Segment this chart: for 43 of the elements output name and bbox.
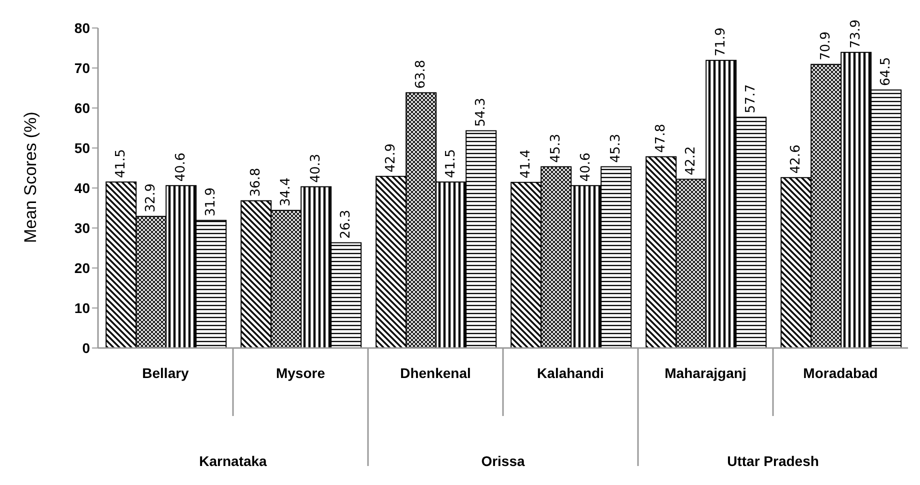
y-tick-label: 10 xyxy=(74,300,90,316)
data-label: 64.5 xyxy=(878,57,894,86)
data-label: 41.4 xyxy=(518,149,534,178)
data-label: 31.9 xyxy=(204,187,219,216)
y-tick-label: 50 xyxy=(74,140,90,156)
data-label: 26.3 xyxy=(338,210,354,239)
y-tick-label: 0 xyxy=(82,340,90,356)
y-tick-label: 20 xyxy=(74,260,90,276)
data-label: 73.9 xyxy=(848,19,864,48)
text: Orissa xyxy=(481,453,526,469)
data-label: 63.8 xyxy=(414,60,429,89)
x-tick-label: Bellary xyxy=(142,365,190,381)
x-tick-label: Kalahandi xyxy=(537,365,604,381)
x-tick-label: Moradabad xyxy=(803,365,878,381)
text: Uttar Pradesh xyxy=(727,453,819,469)
y-tick-label: 40 xyxy=(74,180,90,196)
x-tick-label: Maharajganj xyxy=(664,365,746,381)
data-label: 41.5 xyxy=(114,149,129,178)
data-label: 36.8 xyxy=(248,168,264,197)
data-label: 70.9 xyxy=(818,31,834,60)
data-label: 40.6 xyxy=(174,152,189,182)
data-label: 45.3 xyxy=(548,134,564,163)
y-tick-label: 60 xyxy=(74,100,90,116)
data-label: 42.2 xyxy=(684,146,699,176)
data-label: 42.9 xyxy=(384,143,399,172)
x-tick-label: Dhenkenal xyxy=(400,365,471,381)
x-tick-label: Mysore xyxy=(276,365,326,381)
data-label: 40.3 xyxy=(308,154,324,183)
data-label: 40.6 xyxy=(578,152,594,182)
data-label: 41.5 xyxy=(444,149,459,178)
data-label: 54.3 xyxy=(474,98,489,127)
y-tick-label: 80 xyxy=(74,20,90,36)
y-axis-title: Mean Scores (%) xyxy=(21,112,40,243)
y-tick-label: 70 xyxy=(74,60,90,76)
data-label: 34.4 xyxy=(278,177,294,206)
data-label: 32.9 xyxy=(144,183,159,212)
y-tick-label: 30 xyxy=(74,220,90,236)
text: Karnataka xyxy=(199,453,268,469)
data-label: 47.8 xyxy=(654,124,669,153)
data-label: 71.9 xyxy=(714,27,729,56)
data-label: 42.6 xyxy=(788,144,804,174)
data-label: 57.7 xyxy=(744,84,759,114)
data-label: 45.3 xyxy=(608,134,624,163)
